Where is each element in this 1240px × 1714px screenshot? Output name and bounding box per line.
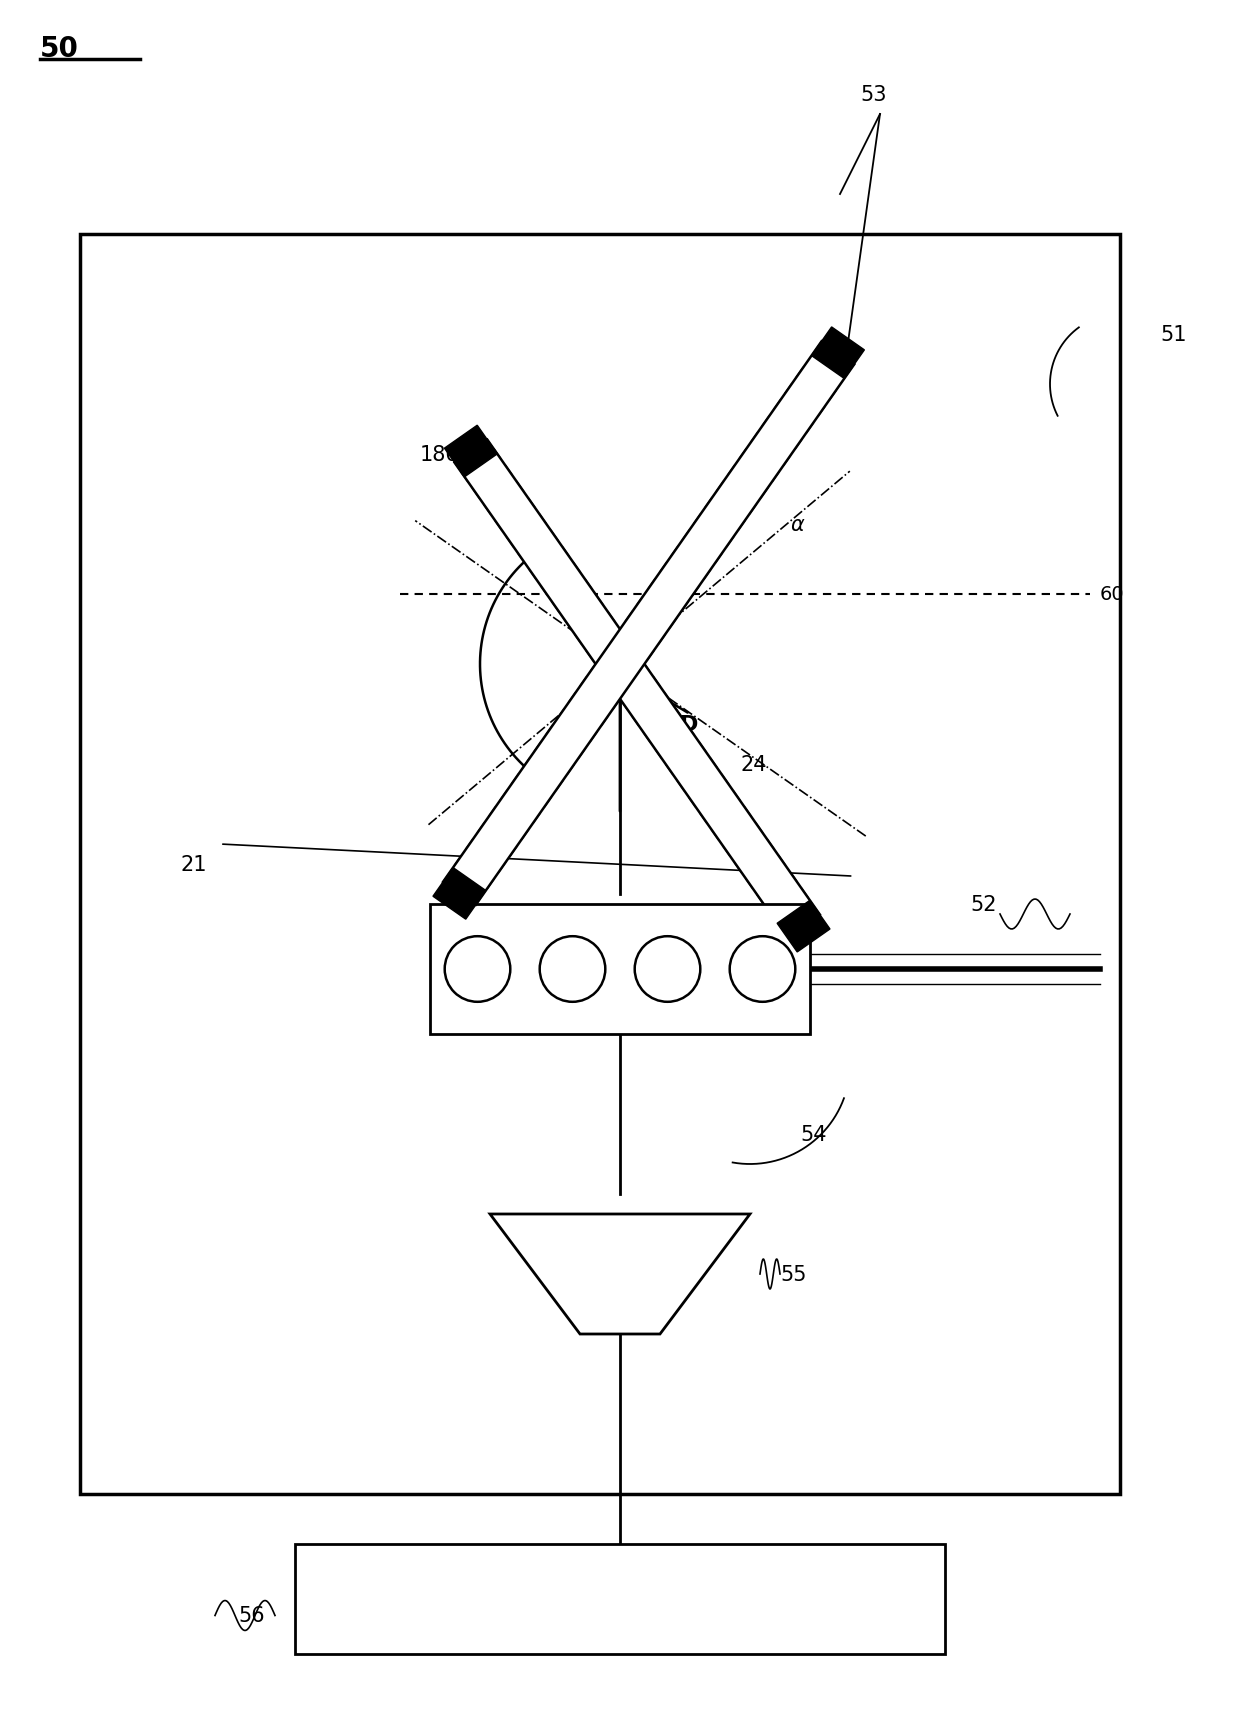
Text: 180−α: 180−α: [420, 444, 491, 464]
Text: 53: 53: [861, 86, 887, 105]
Text: ω: ω: [640, 915, 657, 934]
Text: 56: 56: [238, 1606, 265, 1625]
Text: D: D: [680, 715, 698, 735]
Text: 54: 54: [800, 1124, 827, 1145]
Bar: [81, 235, 1120, 1495]
Text: 55: 55: [780, 1265, 806, 1284]
Polygon shape: [490, 1214, 750, 1333]
Text: 51: 51: [1159, 326, 1187, 345]
Text: 21: 21: [180, 855, 207, 874]
Polygon shape: [444, 427, 497, 478]
Bar: [430, 905, 810, 1034]
Text: 52: 52: [970, 895, 997, 915]
Text: α: α: [790, 514, 804, 535]
Text: 50: 50: [40, 34, 79, 63]
Text: 24: 24: [740, 754, 766, 775]
Text: 60: 60: [1100, 584, 1125, 603]
Polygon shape: [455, 440, 820, 938]
Polygon shape: [777, 902, 830, 953]
Polygon shape: [811, 327, 864, 379]
Polygon shape: [433, 867, 486, 920]
Polygon shape: [443, 343, 854, 905]
Bar: [295, 1544, 945, 1654]
